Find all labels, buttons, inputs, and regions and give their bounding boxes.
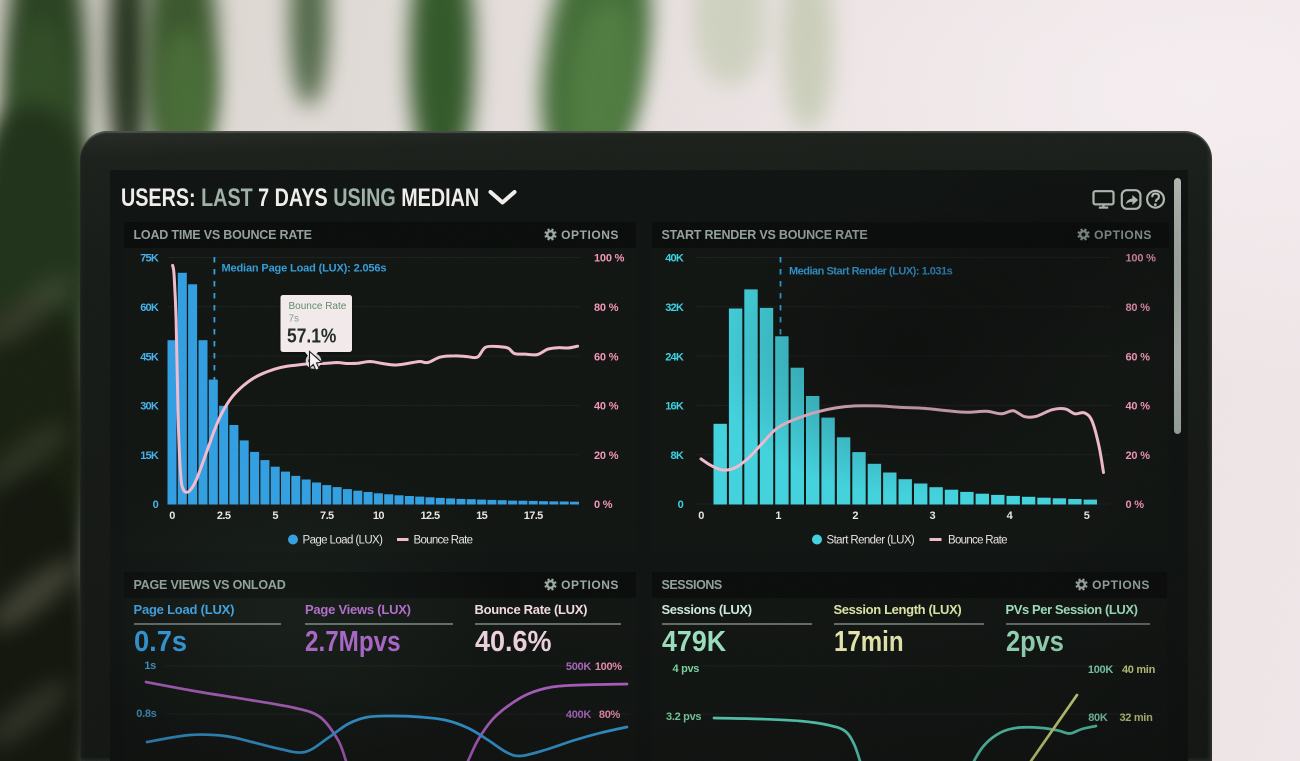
svg-text:60 %: 60 % — [594, 351, 619, 363]
svg-text:4: 4 — [1007, 510, 1014, 522]
svg-text:0: 0 — [678, 499, 684, 511]
svg-text:3.2 pvs: 3.2 pvs — [666, 711, 701, 723]
svg-text:0.8s: 0.8s — [136, 708, 156, 720]
svg-text:2.5: 2.5 — [217, 510, 231, 522]
svg-text:400K: 400K — [566, 709, 591, 721]
svg-text:Bounce Rate: Bounce Rate — [289, 301, 347, 312]
svg-text:2: 2 — [852, 510, 858, 522]
svg-text:40K: 40K — [665, 253, 684, 265]
svg-text:15: 15 — [476, 510, 488, 522]
svg-text:12.5: 12.5 — [420, 510, 439, 522]
svg-text:100 %: 100 % — [1126, 253, 1157, 265]
svg-text:57.1%: 57.1% — [287, 326, 337, 348]
svg-text:4 pvs: 4 pvs — [673, 663, 700, 675]
svg-text:0: 0 — [153, 499, 159, 511]
svg-text:75K: 75K — [140, 253, 159, 265]
svg-text:80%: 80% — [599, 709, 621, 721]
svg-text:24K: 24K — [665, 351, 684, 363]
svg-text:500K: 500K — [566, 661, 591, 673]
svg-text:45K: 45K — [140, 351, 159, 363]
svg-text:40 %: 40 % — [1126, 401, 1151, 413]
svg-text:Median Page Load (LUX): 2.056s: Median Page Load (LUX): 2.056s — [222, 263, 387, 275]
svg-text:40 %: 40 % — [594, 401, 619, 413]
svg-text:5: 5 — [272, 510, 278, 522]
svg-text:0: 0 — [169, 510, 175, 522]
svg-text:10: 10 — [373, 510, 385, 522]
svg-text:80 %: 80 % — [594, 302, 619, 314]
svg-text:3: 3 — [930, 510, 936, 522]
svg-text:0: 0 — [698, 510, 704, 522]
svg-text:100 %: 100 % — [594, 253, 625, 265]
svg-text:Median Start Render (LUX): 1.0: Median Start Render (LUX): 1.031s — [789, 266, 953, 278]
svg-text:Bounce Rate: Bounce Rate — [948, 535, 1007, 547]
svg-text:80 %: 80 % — [1126, 302, 1151, 314]
svg-text:5: 5 — [1084, 510, 1090, 522]
svg-text:0 %: 0 % — [1126, 499, 1145, 511]
svg-text:32 min: 32 min — [1119, 712, 1153, 724]
svg-text:0 %: 0 % — [594, 499, 613, 511]
svg-text:20 %: 20 % — [1126, 450, 1151, 462]
svg-text:Page Load (LUX): Page Load (LUX) — [303, 535, 384, 547]
svg-text:1: 1 — [775, 510, 781, 522]
svg-text:60K: 60K — [140, 302, 159, 314]
svg-text:16K: 16K — [665, 401, 684, 413]
svg-text:8K: 8K — [671, 450, 684, 462]
svg-text:7s: 7s — [289, 314, 300, 325]
svg-text:20 %: 20 % — [594, 450, 619, 462]
svg-text:80K: 80K — [1088, 712, 1108, 724]
svg-text:40 min: 40 min — [1122, 664, 1156, 676]
svg-text:100%: 100% — [595, 661, 622, 673]
svg-text:Bounce Rate: Bounce Rate — [414, 535, 473, 547]
svg-text:15K: 15K — [140, 450, 159, 462]
svg-text:Start Render (LUX): Start Render (LUX) — [827, 535, 915, 547]
svg-text:30K: 30K — [140, 401, 159, 413]
svg-text:100K: 100K — [1088, 664, 1113, 676]
svg-text:60 %: 60 % — [1126, 351, 1151, 363]
svg-text:17.5: 17.5 — [524, 510, 543, 522]
svg-text:7.5: 7.5 — [320, 510, 334, 522]
svg-text:32K: 32K — [665, 302, 684, 314]
svg-text:1s: 1s — [144, 660, 156, 672]
